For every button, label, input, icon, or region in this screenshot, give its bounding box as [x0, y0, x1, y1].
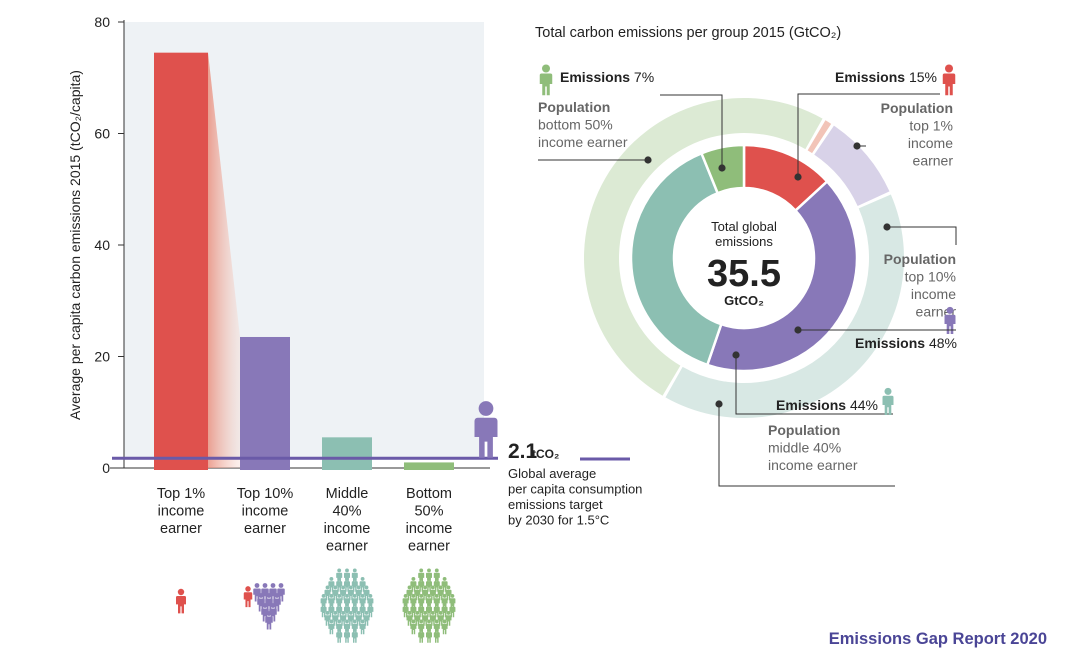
person-icon [942, 64, 956, 96]
category-label-3: Bottom 50% income earner [406, 486, 453, 555]
person-crowd-icon [402, 568, 456, 643]
population-arc-0 [807, 120, 832, 154]
person-icon [882, 387, 894, 415]
bar-0 [154, 52, 208, 470]
callout-line [887, 226, 957, 245]
callout-dot [732, 351, 740, 359]
target-value: 2.1 [508, 440, 538, 463]
callout-dot [883, 223, 891, 231]
bar-chart-marks [112, 52, 498, 470]
population-label-middle40: Population middle 40% income earner [768, 422, 858, 473]
category-label-1: Top 10% income earner [237, 486, 294, 537]
emissions-arc-2 [629, 151, 723, 367]
population-arc-1 [814, 125, 890, 206]
person-icon [539, 64, 553, 96]
callout-line [660, 94, 723, 168]
center-label: Total global emissions [711, 219, 777, 249]
emissions-arc-1 [705, 179, 859, 373]
y-tick-label: 40 [94, 237, 110, 253]
callout-line [718, 404, 895, 487]
callout-dot [794, 173, 802, 181]
callout-dot [853, 142, 861, 150]
top1-to-top10-highlight [208, 52, 240, 468]
callout-dot [715, 400, 723, 408]
callout-dot [718, 164, 726, 172]
emissions-label-middle40: Emissions 44% [776, 397, 878, 413]
population-arc-2 [665, 194, 904, 419]
y-axis-title: Average per capita carbon emissions 2015… [67, 70, 83, 420]
donut-center: Total global emissions 35.5 GtCO₂ [678, 192, 810, 324]
population-ring [583, 97, 904, 419]
emissions-label-bottom50: Emissions 7% [560, 69, 654, 85]
callout-line [735, 355, 893, 415]
footer-brand: Emissions Gap Report 2020 [829, 630, 1047, 648]
bar-category-labels: Top 1% income earner Top 10% income earner Mid… [157, 486, 453, 555]
category-label-2: Middle 40% income earner [324, 486, 371, 555]
center-value: 35.5 [707, 253, 781, 295]
bar-chart-axis: 0 20 40 60 80 Average per capita carbon emiss… [67, 14, 490, 476]
callout-line [797, 93, 940, 177]
target-annotation: 2.1 tCO₂ Global average per capita consum… [508, 440, 642, 528]
y-tick-label: 20 [94, 349, 110, 365]
y-tick-label: 80 [94, 14, 110, 30]
center-unit: GtCO₂ [724, 293, 764, 308]
bar-3 [404, 462, 454, 470]
person-icon [176, 588, 186, 614]
emissions-label-top10: Emissions 48% [855, 335, 957, 351]
person-crowd-icon [320, 568, 374, 643]
population-label-bottom50: Population bottom 50% income earner [538, 99, 628, 150]
emissions-ring [629, 143, 859, 373]
donut-callouts: Emissions 7% Population bottom 50% income e… [538, 64, 957, 487]
bar-2 [322, 437, 372, 470]
target-unit: tCO₂ [532, 447, 559, 461]
category-label-0: Top 1% income earner [157, 486, 205, 537]
population-label-top1: Population top 1% income earner [881, 100, 954, 169]
population-arc-3 [583, 97, 823, 396]
bar-1 [240, 336, 290, 470]
donut-title: Total carbon emissions per group 2015 (G… [535, 25, 841, 41]
y-tick-label: 0 [102, 460, 110, 476]
target-description: Global average per capita consumption emis… [508, 466, 642, 528]
person-group-icon [243, 583, 285, 630]
y-tick-label: 60 [94, 126, 110, 142]
bar-category-icons [176, 568, 456, 643]
emissions-label-top1: Emissions 15% [835, 69, 937, 85]
callout-dot [794, 326, 802, 334]
callout-dot [644, 156, 652, 164]
